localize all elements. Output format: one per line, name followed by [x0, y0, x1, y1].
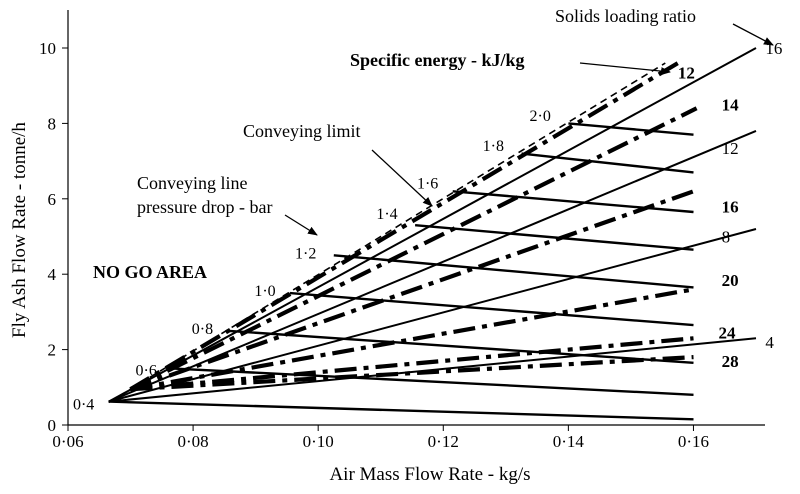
arrow-conveying-limit: [371, 149, 433, 207]
pressure-drop-line: [521, 152, 694, 174]
annotation-conveying-limit: Conveying limit: [243, 121, 361, 141]
annotation-specific-energy: Specific energy - kJ/kg: [350, 50, 524, 70]
annotation-pressure-drop-line2: pressure drop - bar: [137, 197, 272, 217]
x-tick-label: 0·10: [303, 432, 334, 451]
pressure-drop-label: 2·0: [530, 108, 551, 125]
specific-energy-line: [130, 355, 694, 392]
chart-line-labels: 4812160·40·60·81·01·21·41·61·82·01214162…: [73, 39, 782, 413]
chart-annotations: Solids loading ratio Specific energy - k…: [9, 6, 696, 485]
slr-line: [108, 47, 757, 403]
annotation-solids-loading-ratio: Solids loading ratio: [555, 6, 696, 26]
y-tick-label: 10: [39, 39, 56, 58]
pressure-drop-label: 0·6: [136, 362, 157, 379]
pressure-drop-line: [414, 224, 694, 251]
pressure-drop-label: 0·4: [73, 396, 94, 413]
slr-line: [108, 228, 757, 403]
specific-energy-label: 20: [722, 271, 739, 290]
pressure-drop-label: 0·8: [192, 321, 213, 338]
x-tick-label: 0·08: [178, 432, 209, 451]
specific-energy-label: 12: [678, 64, 695, 83]
specific-energy-line: [130, 287, 694, 392]
x-tick-label: 0·12: [428, 432, 459, 451]
pressure-drop-line: [568, 122, 694, 136]
pressure-drop-label: 1·0: [254, 283, 275, 300]
pressure-drop-line: [452, 190, 694, 214]
pressure-drop-label: 1·4: [376, 206, 397, 223]
arrow-solids-loading-ratio: [732, 23, 774, 46]
specific-energy-label: 28: [722, 352, 739, 371]
y-tick-label: 8: [48, 114, 57, 133]
x-axis-title: Air Mass Flow Rate - kg/s: [329, 464, 530, 485]
x-tick-label: 0·16: [678, 432, 709, 451]
slr-line-label: 12: [722, 139, 739, 158]
chart-series: [108, 47, 757, 421]
annotation-pressure-drop-line1: Conveying line: [137, 173, 248, 193]
pressure-drop-label: 1·8: [483, 138, 504, 155]
slr-line: [108, 129, 757, 403]
y-tick-label: 0: [48, 416, 57, 435]
pressure-drop-line: [108, 400, 694, 421]
x-tick-label: 0·06: [52, 432, 83, 451]
specific-energy-line: [129, 189, 695, 392]
x-tick-label: 0·14: [553, 432, 585, 451]
arrow-specific-energy: [579, 62, 671, 76]
y-tick-label: 2: [48, 341, 57, 360]
pressure-drop-line: [289, 291, 694, 327]
specific-energy-line: [130, 336, 694, 392]
slr-line-label: 4: [765, 333, 774, 352]
slr-line-label: 8: [722, 228, 731, 247]
pressure-drop-label: 1·2: [295, 245, 316, 262]
arrow-pressure-drop: [284, 214, 318, 236]
y-tick-label: 6: [48, 190, 57, 209]
annotation-arrows: [284, 23, 774, 236]
specific-energy-line: [129, 61, 679, 392]
pressure-drop-line: [171, 367, 694, 396]
specific-energy-label: 16: [722, 197, 739, 216]
annotation-no-go-area: NO GO AREA: [93, 262, 207, 282]
pressure-drop-line: [227, 329, 694, 364]
y-axis-title: Fly Ash Flow Rate - tonne/h: [9, 122, 30, 338]
specific-energy-label: 24: [718, 324, 736, 343]
y-tick-label: 4: [48, 265, 57, 284]
specific-energy-label: 14: [722, 96, 740, 115]
pressure-drop-label: 1·6: [417, 176, 438, 193]
